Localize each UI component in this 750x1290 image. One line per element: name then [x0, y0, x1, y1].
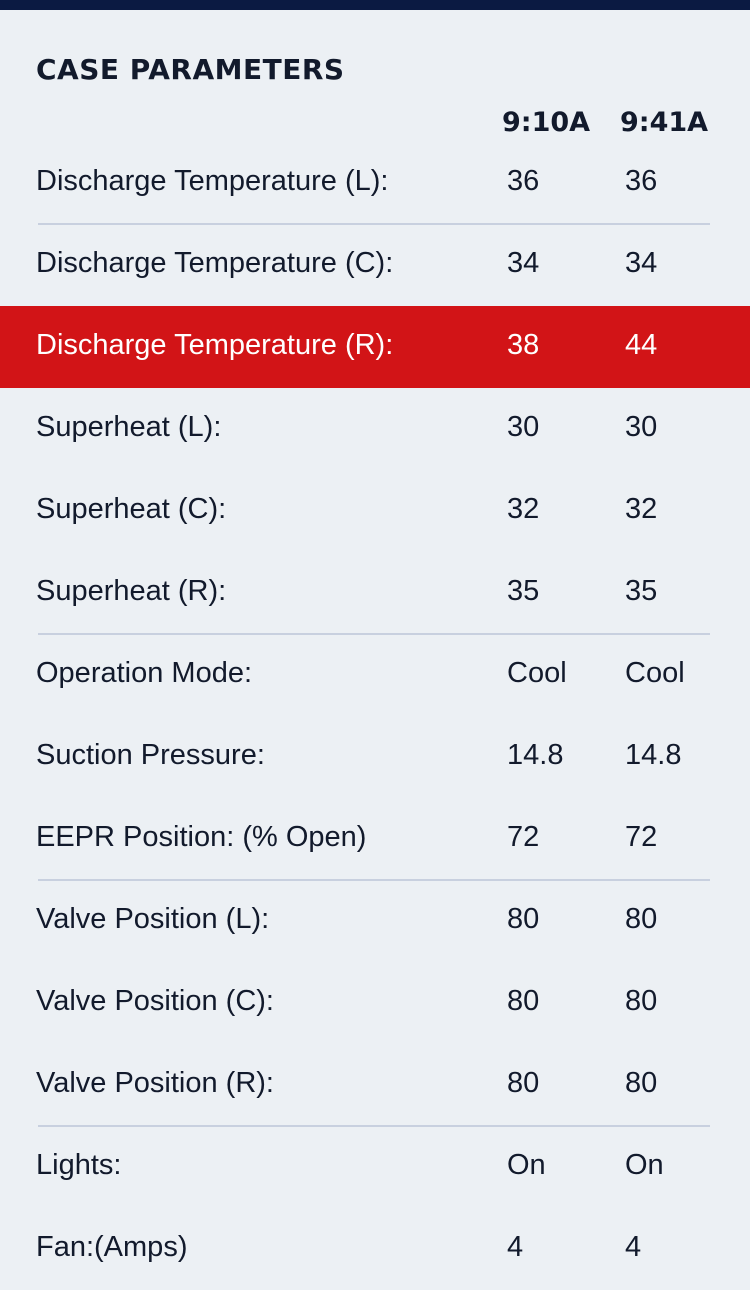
parameter-list: Discharge Temperature (L): 36 36 Dischar… — [0, 142, 750, 1290]
parameter-value-first: 80 — [507, 903, 540, 935]
parameter-row-lights: Lights: On On — [0, 1126, 750, 1208]
parameter-label: Valve Position (R): — [36, 1067, 274, 1099]
column-header-first-time: 9:10A — [502, 107, 591, 138]
parameter-label: Superheat (C): — [36, 493, 227, 525]
top-bar — [0, 0, 750, 10]
parameter-label: Superheat (L): — [36, 411, 222, 443]
parameter-label: Discharge Temperature (C): — [36, 247, 394, 279]
page-title: CASE PARAMETERS — [36, 53, 345, 86]
parameter-value-second: 34 — [625, 247, 658, 279]
parameter-value-first: 72 — [507, 821, 540, 853]
parameter-value-second: 44 — [625, 329, 658, 361]
divider — [38, 223, 710, 225]
parameter-value-second: 32 — [625, 493, 658, 525]
parameter-label: Operation Mode: — [36, 657, 253, 689]
parameter-value-first: 80 — [507, 985, 540, 1017]
parameter-value-first: On — [507, 1149, 546, 1181]
parameter-label: Valve Position (L): — [36, 903, 270, 935]
parameter-row-superheat-center: Superheat (C): 32 32 — [0, 470, 750, 552]
parameter-value-second: 80 — [625, 903, 658, 935]
parameter-row-valve-position-right: Valve Position (R): 80 80 — [0, 1044, 750, 1127]
parameter-value-first: 30 — [507, 411, 540, 443]
column-header-second-time: 9:41A — [620, 107, 709, 138]
parameter-value-second: 35 — [625, 575, 658, 607]
parameter-label: Lights: — [36, 1149, 122, 1181]
parameter-value-second: 72 — [625, 821, 658, 853]
parameter-value-second: 4 — [625, 1231, 642, 1263]
parameter-value-second: 80 — [625, 985, 658, 1017]
parameter-label: Fan:(Amps) — [36, 1231, 188, 1263]
parameter-value-first: 38 — [507, 329, 540, 361]
parameter-value-second: 80 — [625, 1067, 658, 1099]
parameter-label: Discharge Temperature (R): — [36, 329, 394, 361]
parameter-value-first: 34 — [507, 247, 540, 279]
parameter-value-first: 14.8 — [507, 739, 564, 771]
parameter-row-superheat-left: Superheat (L): 30 30 — [0, 388, 750, 470]
parameter-value-first: 32 — [507, 493, 540, 525]
parameter-label: Valve Position (C): — [36, 985, 274, 1017]
parameter-row-valve-position-left: Valve Position (L): 80 80 — [0, 880, 750, 962]
parameter-label: Superheat (R): — [36, 575, 227, 607]
parameter-value-second: On — [625, 1149, 664, 1181]
parameter-row-suction-pressure: Suction Pressure: 14.8 14.8 — [0, 716, 750, 798]
parameter-value-first: 36 — [507, 165, 540, 197]
parameter-label: Suction Pressure: — [36, 739, 265, 771]
parameter-value-first: 4 — [507, 1231, 524, 1263]
parameter-value-second: 30 — [625, 411, 658, 443]
parameter-label: EEPR Position: (% Open) — [36, 821, 367, 853]
parameter-value-first: 35 — [507, 575, 540, 607]
parameter-row-valve-position-center: Valve Position (C): 80 80 — [0, 962, 750, 1044]
parameter-row-discharge-temp-left: Discharge Temperature (L): 36 36 — [0, 142, 750, 225]
parameter-row-discharge-temp-center: Discharge Temperature (C): 34 34 — [0, 224, 750, 306]
parameter-row-superheat-right: Superheat (R): 35 35 — [0, 552, 750, 635]
parameter-row-discharge-temp-right-alert: Discharge Temperature (R): 38 44 — [0, 306, 750, 388]
parameter-value-second: 36 — [625, 165, 658, 197]
parameter-row-eepr-position: EEPR Position: (% Open) 72 72 — [0, 798, 750, 881]
parameter-value-first: 80 — [507, 1067, 540, 1099]
parameter-label: Discharge Temperature (L): — [36, 165, 389, 197]
divider — [38, 879, 710, 881]
parameter-value-second: 14.8 — [625, 739, 682, 771]
parameter-value-second: Cool — [625, 657, 685, 689]
parameter-row-fan-amps: Fan:(Amps) 4 4 — [0, 1208, 750, 1290]
parameter-value-first: Cool — [507, 657, 567, 689]
divider — [38, 1125, 710, 1127]
parameter-row-operation-mode: Operation Mode: Cool Cool — [0, 634, 750, 716]
divider — [38, 633, 710, 635]
